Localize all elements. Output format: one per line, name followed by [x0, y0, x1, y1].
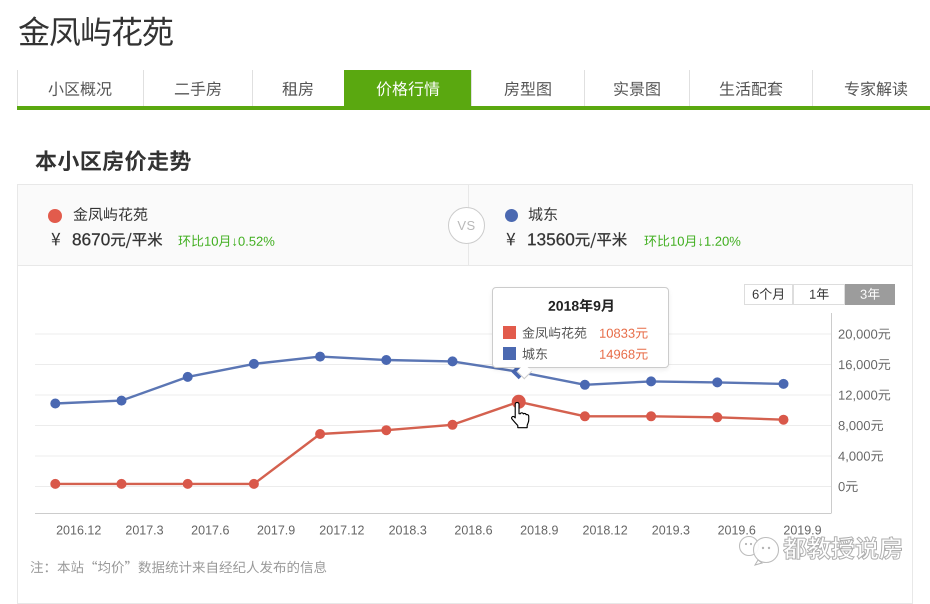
svg-text:2017.9: 2017.9 — [257, 524, 295, 538]
svg-text:2017.3: 2017.3 — [125, 524, 163, 538]
svg-text:2018.12: 2018.12 — [583, 524, 628, 538]
svg-text:2018.3: 2018.3 — [389, 524, 427, 538]
svg-text:2016.12: 2016.12 — [56, 524, 101, 538]
svg-text:2019.6: 2019.6 — [718, 524, 756, 538]
svg-text:2017.6: 2017.6 — [191, 524, 229, 538]
svg-text:2018.6: 2018.6 — [454, 524, 492, 538]
svg-text:2018.9: 2018.9 — [520, 524, 558, 538]
svg-text:2019.3: 2019.3 — [652, 524, 690, 538]
svg-text:2017.12: 2017.12 — [319, 524, 364, 538]
svg-text:2019.9: 2019.9 — [783, 524, 821, 538]
